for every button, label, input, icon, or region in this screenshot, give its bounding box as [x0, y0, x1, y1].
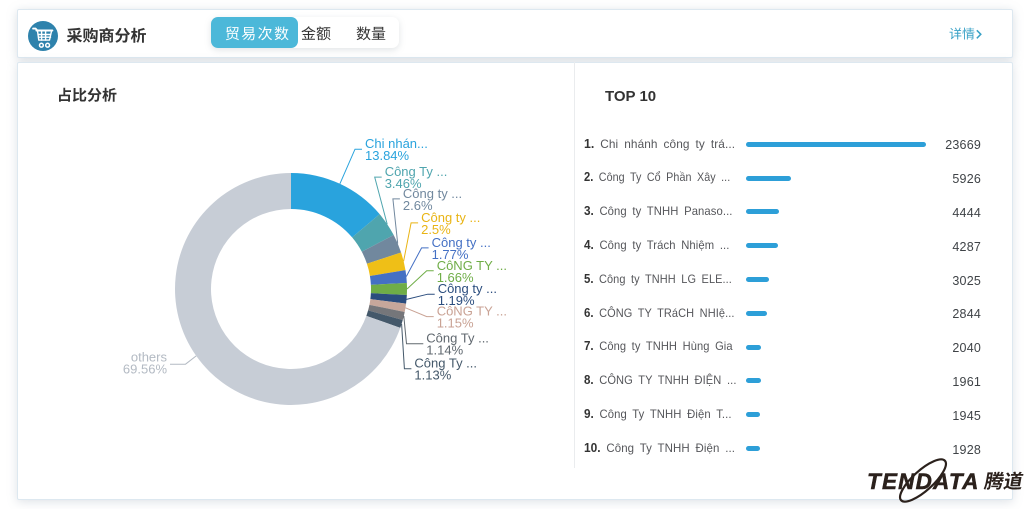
- svg-text:69.56%: 69.56%: [123, 362, 168, 377]
- svg-text:1.13%: 1.13%: [414, 368, 451, 383]
- svg-text:1.19%: 1.19%: [438, 293, 475, 308]
- svg-text:1.77%: 1.77%: [432, 247, 469, 262]
- svg-text:Công Ty ...: Công Ty ...: [426, 331, 489, 346]
- svg-text:Chi nhán...: Chi nhán...: [365, 136, 428, 151]
- svg-text:Công ty ...: Công ty ...: [438, 281, 497, 296]
- svg-text:Công Ty ...: Công Ty ...: [385, 164, 448, 179]
- svg-text:1.14%: 1.14%: [426, 343, 463, 358]
- svg-text:CôNG TY ...: CôNG TY ...: [437, 258, 507, 273]
- svg-text:CôNG TY ...: CôNG TY ...: [437, 304, 507, 319]
- svg-text:2.6%: 2.6%: [403, 198, 433, 213]
- svg-text:3.46%: 3.46%: [385, 176, 422, 191]
- svg-text:others: others: [131, 350, 168, 365]
- svg-text:Công ty ...: Công ty ...: [421, 210, 480, 225]
- svg-text:Công ty ...: Công ty ...: [403, 186, 462, 201]
- svg-text:2.5%: 2.5%: [421, 222, 451, 237]
- svg-text:13.84%: 13.84%: [365, 148, 410, 163]
- svg-text:Công Ty ...: Công Ty ...: [414, 356, 477, 371]
- svg-text:1.15%: 1.15%: [437, 316, 474, 331]
- svg-text:1.66%: 1.66%: [437, 270, 474, 285]
- svg-text:TENDATA: TENDATA: [867, 469, 980, 494]
- svg-text:Công ty ...: Công ty ...: [432, 235, 491, 250]
